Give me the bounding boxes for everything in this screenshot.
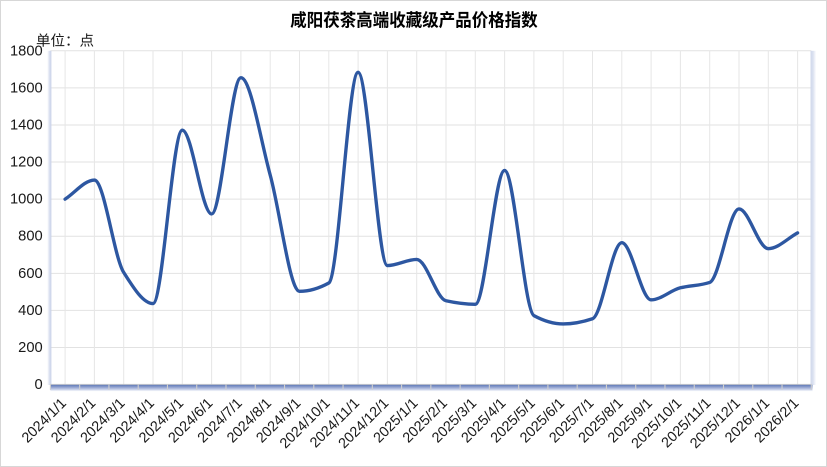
svg-text:0: 0 (35, 377, 43, 393)
svg-text:600: 600 (18, 266, 43, 282)
svg-text:1400: 1400 (10, 117, 43, 133)
svg-text:200: 200 (18, 340, 43, 356)
svg-text:400: 400 (18, 303, 43, 319)
svg-text:1800: 1800 (10, 43, 43, 59)
svg-text:800: 800 (18, 229, 43, 245)
svg-text:1200: 1200 (10, 155, 43, 171)
svg-text:1600: 1600 (10, 80, 43, 96)
svg-text:1000: 1000 (10, 192, 43, 208)
